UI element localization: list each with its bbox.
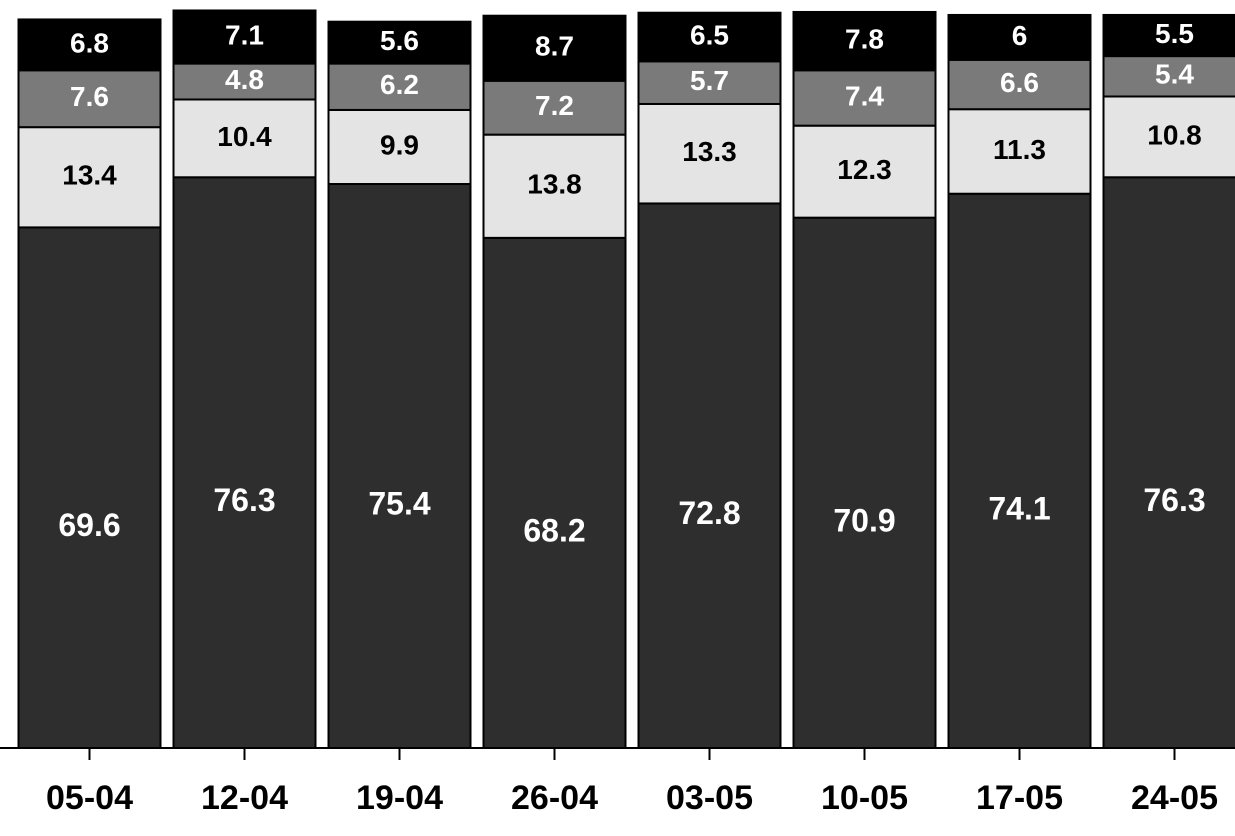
bar-segment (637, 102, 782, 205)
x-tick-label: 17-05 (976, 779, 1063, 817)
bar-segment (17, 69, 162, 129)
x-tick-label: 19-04 (356, 779, 443, 817)
value-label: 68.2 (523, 512, 585, 548)
value-label: 6 (1012, 20, 1028, 51)
value-label: 6.2 (380, 69, 419, 100)
bar-segment (172, 98, 317, 179)
value-label: 6.6 (1000, 67, 1039, 98)
x-tick-label: 10-05 (821, 779, 908, 817)
value-label: 7.8 (845, 24, 884, 55)
value-label: 74.1 (988, 490, 1050, 526)
bar-segment (1102, 13, 1235, 58)
x-tick-label: 05-04 (46, 779, 133, 817)
bar-segment (947, 13, 1092, 61)
bar-segment (1102, 176, 1235, 749)
bar-segment (792, 124, 937, 219)
bar-segment (792, 10, 937, 72)
value-label: 6.5 (690, 19, 729, 50)
bar-segment (172, 62, 317, 101)
bar-segment (792, 216, 937, 749)
bar-segment (327, 62, 472, 111)
value-label: 10.8 (1147, 119, 1202, 150)
bar-segment (17, 18, 162, 72)
bar-segment (172, 9, 317, 65)
value-label: 10.4 (217, 121, 272, 152)
value-label: 4.8 (225, 64, 264, 95)
x-tick-label: 03-05 (666, 779, 753, 817)
bar-segment (637, 11, 782, 63)
value-label: 5.7 (690, 65, 729, 96)
value-label: 5.5 (1155, 18, 1194, 49)
bar-segment (327, 183, 472, 749)
value-label: 69.6 (58, 507, 120, 543)
value-label: 7.1 (225, 19, 264, 50)
bar-segment (327, 108, 472, 186)
bar-segment (482, 14, 627, 82)
x-tick-label: 24-05 (1131, 779, 1218, 817)
value-label: 12.3 (837, 154, 892, 185)
bar-segment (637, 202, 782, 749)
value-label: 8.7 (535, 31, 574, 62)
value-label: 6.8 (70, 27, 109, 58)
bar-segment (17, 226, 162, 749)
value-label: 72.8 (678, 495, 740, 531)
bar-segment (947, 192, 1092, 749)
bar-segment (327, 20, 472, 65)
bar-segment (482, 79, 627, 136)
value-label: 7.6 (70, 81, 109, 112)
bar-segment (1102, 55, 1235, 98)
x-tick-label: 12-04 (201, 779, 288, 817)
value-label: 11.3 (993, 134, 1046, 165)
value-label: 76.3 (1143, 482, 1205, 518)
value-label: 13.3 (682, 136, 737, 167)
value-label: 13.4 (62, 160, 117, 191)
bar-segment (947, 108, 1092, 195)
value-label: 5.6 (380, 25, 419, 56)
value-label: 76.3 (213, 482, 275, 518)
x-tick-label: 26-04 (511, 779, 598, 817)
value-label: 9.9 (380, 129, 419, 160)
bar-segment (172, 176, 317, 749)
value-label: 7.2 (535, 90, 574, 121)
value-label: 5.4 (1155, 59, 1194, 90)
value-label: 13.8 (527, 169, 582, 200)
value-label: 70.9 (833, 502, 895, 538)
value-label: 75.4 (368, 485, 430, 521)
bar-segment (482, 236, 627, 749)
value-label: 7.4 (845, 80, 884, 111)
bar-segment (17, 126, 162, 229)
bar-segment (792, 69, 937, 127)
